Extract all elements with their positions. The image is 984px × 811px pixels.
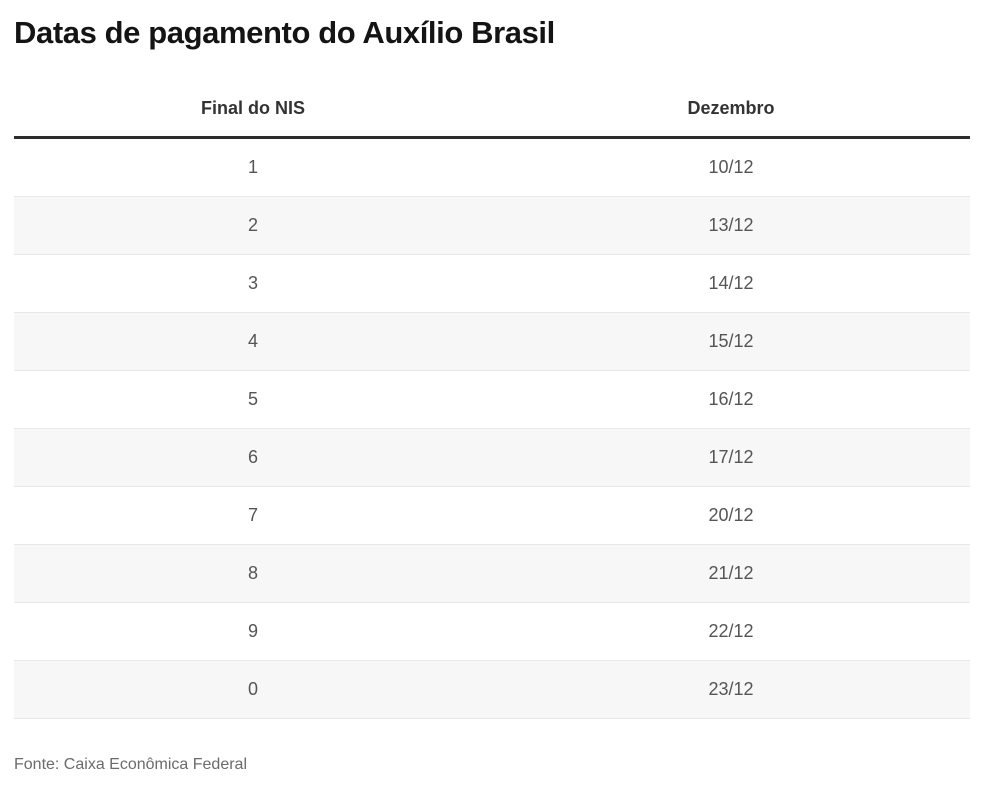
table-row: 1 10/12 <box>14 139 970 198</box>
table-body: 1 10/12 2 13/12 3 14/12 4 15/12 5 16/12 … <box>14 139 970 720</box>
cell-date: 10/12 <box>708 157 754 178</box>
cell-nis: 1 <box>247 157 258 178</box>
cell-date: 22/12 <box>708 621 754 642</box>
source-caption: Fonte: Caixa Econômica Federal <box>14 756 247 774</box>
table-row: 9 22/12 <box>14 603 970 662</box>
table-row: 0 23/12 <box>14 661 970 720</box>
table-row: 5 16/12 <box>14 371 970 430</box>
table-row: 6 17/12 <box>14 429 970 488</box>
cell-nis: 5 <box>247 389 258 410</box>
cell-nis: 4 <box>247 331 258 352</box>
table-row: 8 21/12 <box>14 545 970 604</box>
table-row: 7 20/12 <box>14 487 970 546</box>
cell-nis: 2 <box>247 215 258 236</box>
cell-nis: 8 <box>247 563 258 584</box>
cell-nis: 3 <box>247 273 258 294</box>
table-row: 4 15/12 <box>14 313 970 372</box>
cell-nis: 6 <box>247 447 258 468</box>
cell-date: 16/12 <box>708 389 754 410</box>
cell-nis: 9 <box>247 621 258 642</box>
page-title: Datas de pagamento do Auxílio Brasil <box>14 15 555 50</box>
payment-dates-table: Final do NIS Dezembro 1 10/12 2 13/12 3 … <box>14 98 970 720</box>
cell-date: 20/12 <box>708 505 754 526</box>
cell-date: 23/12 <box>708 679 754 700</box>
cell-date: 13/12 <box>708 215 754 236</box>
table-row: 2 13/12 <box>14 197 970 256</box>
table-header-row: Final do NIS Dezembro <box>14 98 970 140</box>
table-row: 3 14/12 <box>14 255 970 314</box>
infographic-container: Datas de pagamento do Auxílio Brasil Fin… <box>0 14 984 774</box>
cell-date: 14/12 <box>708 273 754 294</box>
cell-date: 21/12 <box>708 563 754 584</box>
header-cell-final-do-nis: Final do NIS <box>200 98 305 119</box>
cell-date: 17/12 <box>708 447 754 468</box>
header-cell-dezembro: Dezembro <box>687 98 775 119</box>
cell-nis: 7 <box>247 505 258 526</box>
cell-nis: 0 <box>247 679 258 700</box>
cell-date: 15/12 <box>708 331 754 352</box>
